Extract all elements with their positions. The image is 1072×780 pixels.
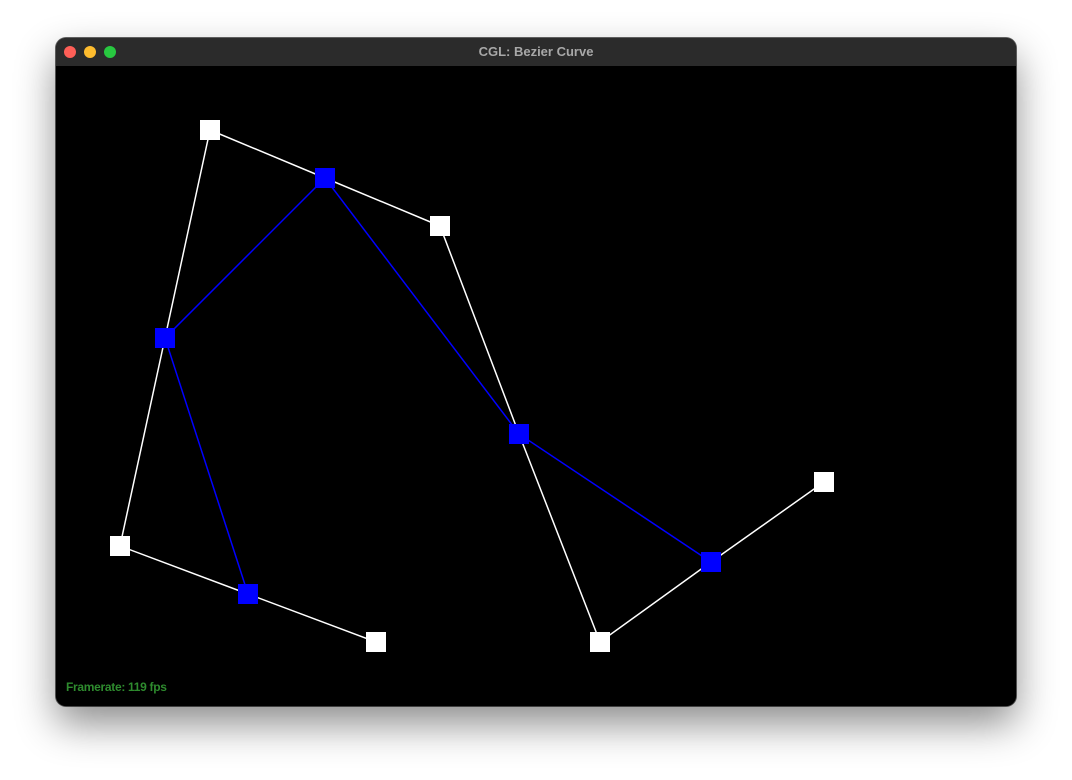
bezier-scene[interactable] xyxy=(56,66,1016,706)
control-point[interactable] xyxy=(814,472,834,492)
control-point[interactable] xyxy=(590,632,610,652)
close-button[interactable] xyxy=(64,46,76,58)
control-point[interactable] xyxy=(366,632,386,652)
window-title: CGL: Bezier Curve xyxy=(478,44,594,59)
minimize-button[interactable] xyxy=(84,46,96,58)
intermediate-point[interactable] xyxy=(509,424,529,444)
intermediate-point[interactable] xyxy=(315,168,335,188)
control-point[interactable] xyxy=(430,216,450,236)
control-point[interactable] xyxy=(110,536,130,556)
intermediate-point[interactable] xyxy=(701,552,721,572)
zoom-button[interactable] xyxy=(104,46,116,58)
control-point[interactable] xyxy=(200,120,220,140)
intermediate-polygon xyxy=(164,176,712,595)
intermediate-point[interactable] xyxy=(238,584,258,604)
control-polygon-2 xyxy=(119,129,377,643)
control-polygon-1 xyxy=(209,129,825,644)
framerate-label: Framerate: 119 fps xyxy=(66,680,167,694)
title-bar[interactable]: CGL: Bezier Curve xyxy=(56,38,1016,67)
intermediate-point[interactable] xyxy=(155,328,175,348)
app-window: CGL: Bezier Curve Framerate: 119 fps xyxy=(56,38,1016,706)
render-canvas[interactable]: Framerate: 119 fps xyxy=(56,66,1016,706)
